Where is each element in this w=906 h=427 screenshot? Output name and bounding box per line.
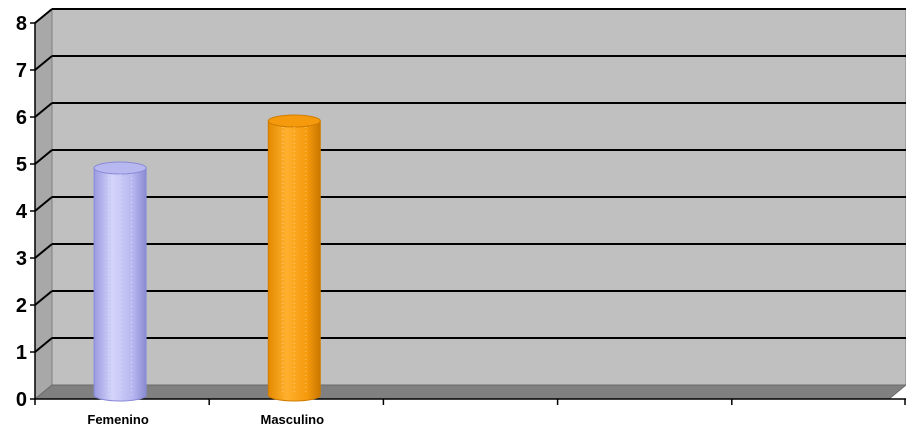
y-tick-label: 0: [16, 389, 27, 411]
bar-top: [267, 114, 321, 128]
gridlines: [34, 8, 906, 353]
y-tick-label: 6: [16, 107, 27, 129]
chart-background: [33, 7, 906, 401]
bar: [267, 114, 321, 402]
y-tick-label: 2: [16, 295, 27, 317]
y-tick-label: 3: [16, 248, 27, 270]
x-tick-label: Masculino: [261, 412, 325, 427]
y-tick-label: 4: [16, 201, 28, 223]
y-tick-label: 8: [16, 13, 27, 35]
gridline-side: [34, 196, 53, 212]
gridline-side: [34, 337, 53, 353]
y-tick-label: 7: [16, 60, 27, 82]
gridline-side: [34, 149, 53, 165]
gridline-side: [34, 243, 53, 259]
gridline-side: [34, 290, 53, 306]
y-tick-label: 1: [16, 342, 27, 364]
floor: [33, 384, 906, 400]
axes: [30, 22, 906, 405]
bar-top: [93, 161, 147, 175]
bar-body: [267, 120, 321, 402]
axis-labels: 0 1 2 3 4 5 6 7 8 Femenino Masculino: [16, 13, 324, 427]
gridline-side: [34, 102, 53, 118]
bar: [93, 161, 147, 402]
gridline-side: [34, 55, 53, 71]
gridline-side: [34, 8, 53, 24]
bar-body: [93, 167, 147, 402]
x-tick-label: Femenino: [87, 412, 148, 427]
y-tick-label: 5: [16, 154, 27, 176]
bars: [93, 114, 321, 402]
